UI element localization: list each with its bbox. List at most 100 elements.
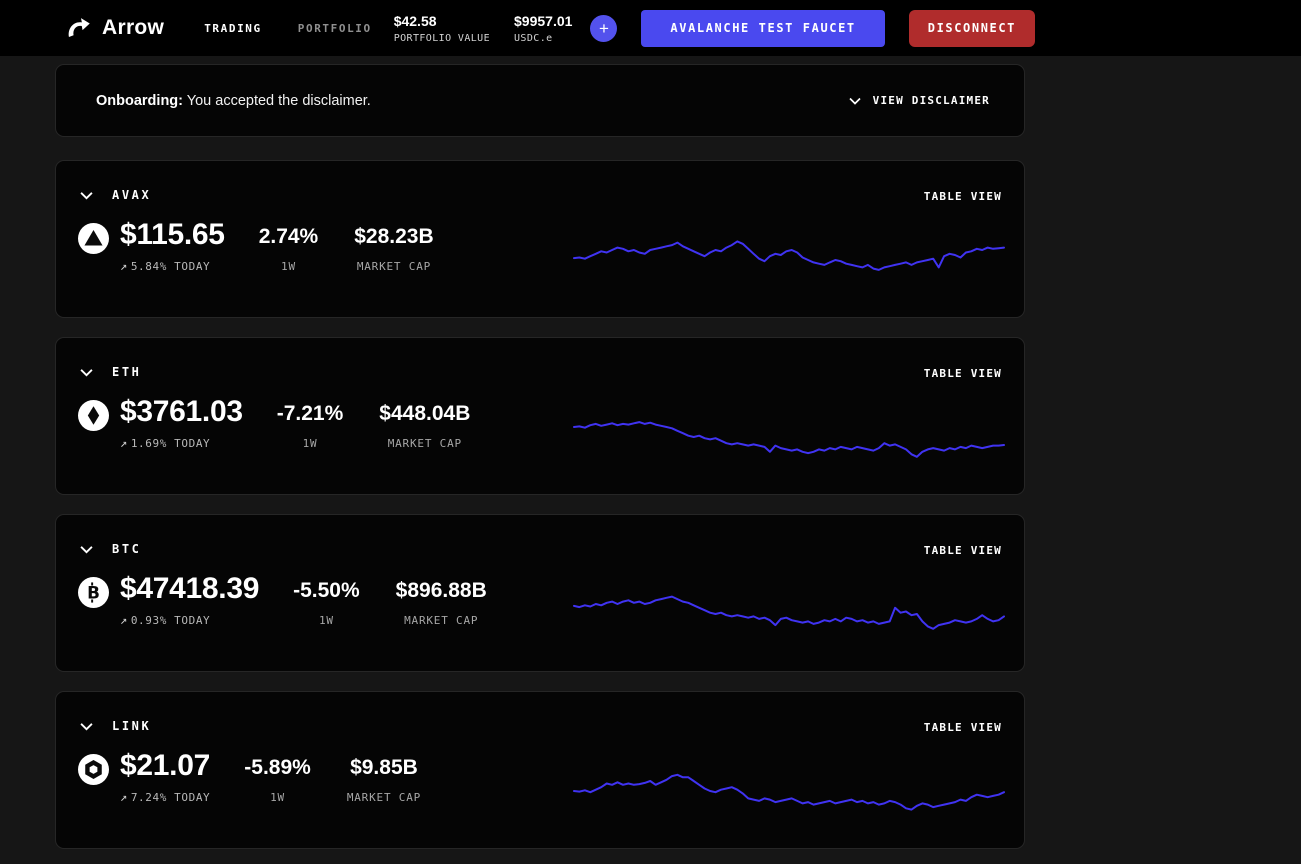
market-cap-column: $9.85B MARKET CAP	[347, 756, 421, 804]
card-header: BTC	[78, 542, 1002, 556]
plus-icon: +	[598, 18, 609, 38]
week-change-value: 2.74%	[258, 225, 319, 248]
price-sparkline-chart	[573, 421, 1005, 458]
market-cap-column: $896.88B MARKET CAP	[396, 579, 487, 627]
asset-symbol: ETH	[112, 365, 142, 379]
week-change-label: 1W	[281, 260, 296, 273]
asset-symbol: LINK	[112, 719, 152, 733]
add-funds-button[interactable]: +	[590, 14, 618, 42]
table-view-link[interactable]: TABLE VIEW	[923, 721, 1002, 734]
chevron-down-icon[interactable]	[78, 720, 95, 733]
arrow-logo-icon	[65, 15, 92, 42]
table-view-link[interactable]: TABLE VIEW	[923, 367, 1002, 380]
today-change: ↗ 0.93% TODAY	[120, 613, 259, 627]
today-change: ↗ 5.84% TODAY	[120, 259, 225, 273]
market-cap-value: $28.23B	[354, 225, 434, 248]
arrow-brand[interactable]: Arrow	[65, 15, 164, 42]
market-cap-label: MARKET CAP	[404, 614, 479, 627]
onboarding-title: Onboarding:	[96, 92, 183, 109]
chevron-down-icon[interactable]	[78, 189, 95, 202]
eth-icon	[78, 400, 109, 431]
today-change-value: 0.93% TODAY	[130, 613, 211, 627]
nav-links: TRADING PORTFOLIO	[204, 22, 372, 35]
today-change-value: 1.69% TODAY	[130, 436, 211, 450]
market-cap-value: $896.88B	[395, 579, 487, 602]
onboarding-banner: Onboarding: You accepted the disclaimer.…	[55, 64, 1025, 137]
market-cap-column: $28.23B MARKET CAP	[354, 225, 433, 273]
asset-card: BTC TABLE VIEW B $47418.39 ↗ 0.93% TODAY…	[55, 514, 1025, 672]
trend-up-icon: ↗	[120, 613, 128, 627]
disconnect-button[interactable]: DISCONNECT	[908, 9, 1035, 47]
card-body: $3761.03 ↗ 1.69% TODAY -7.21% 1W $448.04…	[78, 395, 1002, 450]
asset-card: AVAX TABLE VIEW $115.65 ↗ 5.84% TODAY 2.…	[55, 160, 1025, 318]
usdc-label: USDC.e	[514, 32, 553, 44]
asset-card: LINK TABLE VIEW $21.07 ↗ 7.24% TODAY -5.…	[55, 691, 1025, 849]
asset-price: $21.07	[120, 749, 210, 782]
table-view-link[interactable]: TABLE VIEW	[923, 190, 1002, 203]
table-view-link[interactable]: TABLE VIEW	[923, 544, 1002, 557]
main-content: Onboarding: You accepted the disclaimer.…	[55, 64, 1025, 849]
market-cap-column: $448.04B MARKET CAP	[379, 402, 470, 450]
week-change-label: 1W	[302, 437, 318, 450]
price-column: $21.07 ↗ 7.24% TODAY	[120, 749, 210, 804]
nav-right-cluster: $42.58 PORTFOLIO VALUE $9957.01 USDC.e +…	[394, 9, 1301, 47]
onboarding-body: You accepted the disclaimer.	[183, 92, 371, 109]
brand-name: Arrow	[102, 16, 165, 39]
asset-price: $47418.39	[120, 572, 260, 605]
card-body: $21.07 ↗ 7.24% TODAY -5.89% 1W $9.85B MA…	[78, 749, 1002, 804]
view-disclaimer-toggle[interactable]: VIEW DISCLAIMER	[847, 94, 990, 107]
onboarding-message: Onboarding: You accepted the disclaimer.	[96, 93, 371, 109]
today-change-value: 5.84% TODAY	[130, 259, 211, 273]
week-change-column: 2.74% 1W	[259, 225, 319, 273]
view-disclaimer-label: VIEW DISCLAIMER	[872, 94, 990, 107]
chevron-down-icon	[847, 95, 863, 107]
market-cap-value: $9.85B	[350, 756, 418, 779]
chevron-down-icon[interactable]	[78, 366, 95, 379]
market-cap-label: MARKET CAP	[356, 260, 432, 273]
week-change-value: -5.50%	[293, 579, 360, 602]
price-column: $47418.39 ↗ 0.93% TODAY	[120, 572, 259, 627]
market-cap-value: $448.04B	[379, 402, 471, 425]
week-change-column: -7.21% 1W	[277, 402, 344, 450]
asset-symbol: BTC	[112, 542, 142, 556]
week-change-column: -5.50% 1W	[293, 579, 360, 627]
week-change-value: -7.21%	[276, 402, 344, 425]
nav-tab-trading[interactable]: TRADING	[204, 21, 262, 35]
svg-text:B: B	[87, 582, 100, 602]
today-change: ↗ 1.69% TODAY	[120, 436, 243, 450]
price-sparkline-chart	[573, 773, 1005, 811]
chevron-down-icon[interactable]	[78, 543, 95, 556]
asset-card: ETH TABLE VIEW $3761.03 ↗ 1.69% TODAY -7…	[55, 337, 1025, 495]
price-sparkline-chart	[573, 595, 1005, 630]
portfolio-value-label: PORTFOLIO VALUE	[393, 32, 491, 44]
portfolio-value-stat: $42.58 PORTFOLIO VALUE	[394, 13, 490, 44]
usdc-balance-stat: $9957.01 USDC.e	[514, 13, 572, 44]
market-cap-label: MARKET CAP	[387, 437, 462, 450]
top-nav-bar: Arrow TRADING PORTFOLIO $42.58 PORTFOLIO…	[0, 0, 1301, 56]
trend-up-icon: ↗	[120, 790, 128, 804]
card-header: ETH	[78, 365, 1002, 379]
nav-tab-portfolio[interactable]: PORTFOLIO	[297, 21, 372, 35]
btc-icon: B	[78, 577, 109, 608]
avax-icon	[78, 223, 109, 254]
link-icon	[78, 754, 109, 785]
trend-up-icon: ↗	[120, 436, 128, 450]
price-sparkline-chart	[573, 240, 1005, 271]
today-change-value: 7.24% TODAY	[130, 790, 211, 804]
asset-symbol: AVAX	[112, 188, 152, 202]
market-cap-label: MARKET CAP	[346, 791, 422, 804]
week-change-value: -5.89%	[244, 756, 311, 779]
usdc-balance: $9957.01	[514, 12, 573, 29]
week-change-label: 1W	[318, 614, 334, 627]
today-change: ↗ 7.24% TODAY	[120, 790, 210, 804]
card-body: B $47418.39 ↗ 0.93% TODAY -5.50% 1W $896…	[78, 572, 1002, 627]
price-column: $115.65 ↗ 5.84% TODAY	[120, 218, 225, 273]
card-header: LINK	[78, 719, 1002, 733]
week-change-label: 1W	[270, 791, 285, 804]
price-column: $3761.03 ↗ 1.69% TODAY	[120, 395, 243, 450]
card-body: $115.65 ↗ 5.84% TODAY 2.74% 1W $28.23B M…	[78, 218, 1002, 273]
asset-price: $3761.03	[120, 395, 243, 428]
asset-price: $115.65	[120, 218, 225, 251]
avalanche-test-faucet-button[interactable]: AVALANCHE TEST FAUCET	[641, 9, 885, 47]
week-change-column: -5.89% 1W	[244, 756, 311, 804]
